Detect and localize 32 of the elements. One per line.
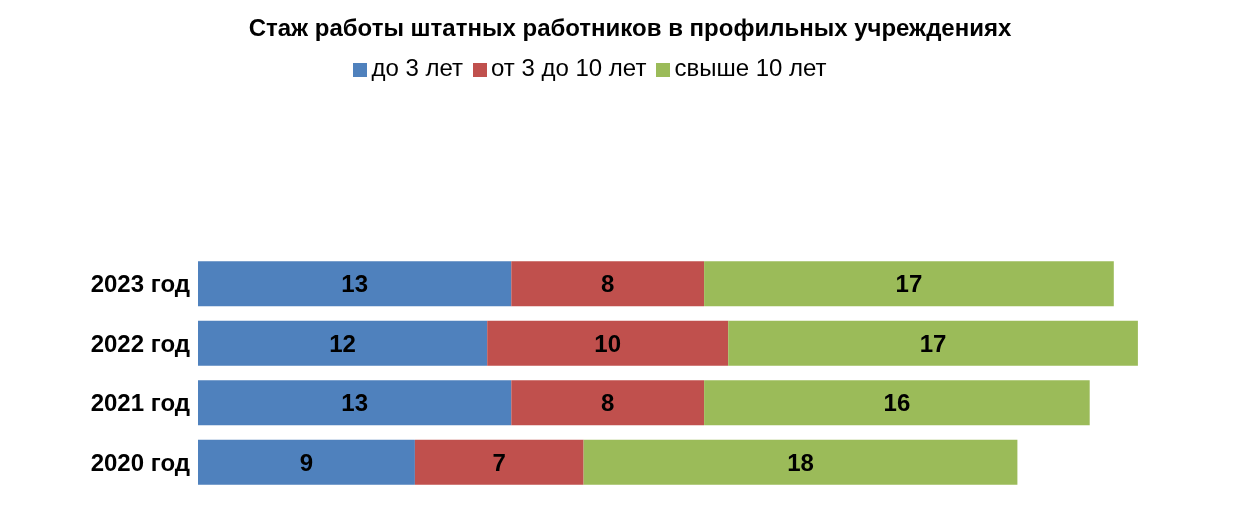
data-label: 10 (594, 329, 622, 357)
legend-label: свыше 10 лет (674, 54, 827, 81)
bar (487, 320, 729, 366)
y-tick-label: 2020 год (90, 448, 190, 476)
data-label: 16 (883, 389, 911, 417)
data-label: 18 (787, 448, 814, 476)
y-tick-label: 2023 год (90, 270, 190, 298)
legend-label: от 3 до 10 лет (490, 54, 647, 81)
chart-title: Стаж работы штатных работников в профильных учреждениях (247, 13, 1013, 43)
bar (198, 320, 488, 366)
data-label: 17 (919, 329, 947, 357)
bar (511, 261, 705, 307)
bar (728, 320, 1138, 366)
data-label: 8 (601, 270, 615, 298)
data-label: 8 (601, 389, 615, 417)
bar (198, 380, 512, 426)
bar (583, 439, 1018, 485)
y-tick-label: 2021 год (90, 389, 190, 417)
bar (198, 261, 512, 307)
bar (511, 380, 705, 426)
data-label: 13 (341, 389, 368, 417)
bar (198, 439, 415, 485)
data-label: 9 (299, 448, 314, 476)
bar (704, 380, 1090, 426)
data-label: 12 (329, 329, 356, 357)
legend-label: до 3 лет (371, 54, 463, 81)
data-label: 13 (341, 270, 368, 298)
y-tick-label: 2022 год (90, 329, 190, 357)
bar (414, 439, 584, 485)
bar (704, 261, 1114, 307)
data-label: 7 (492, 448, 506, 476)
data-label: 17 (895, 270, 923, 298)
